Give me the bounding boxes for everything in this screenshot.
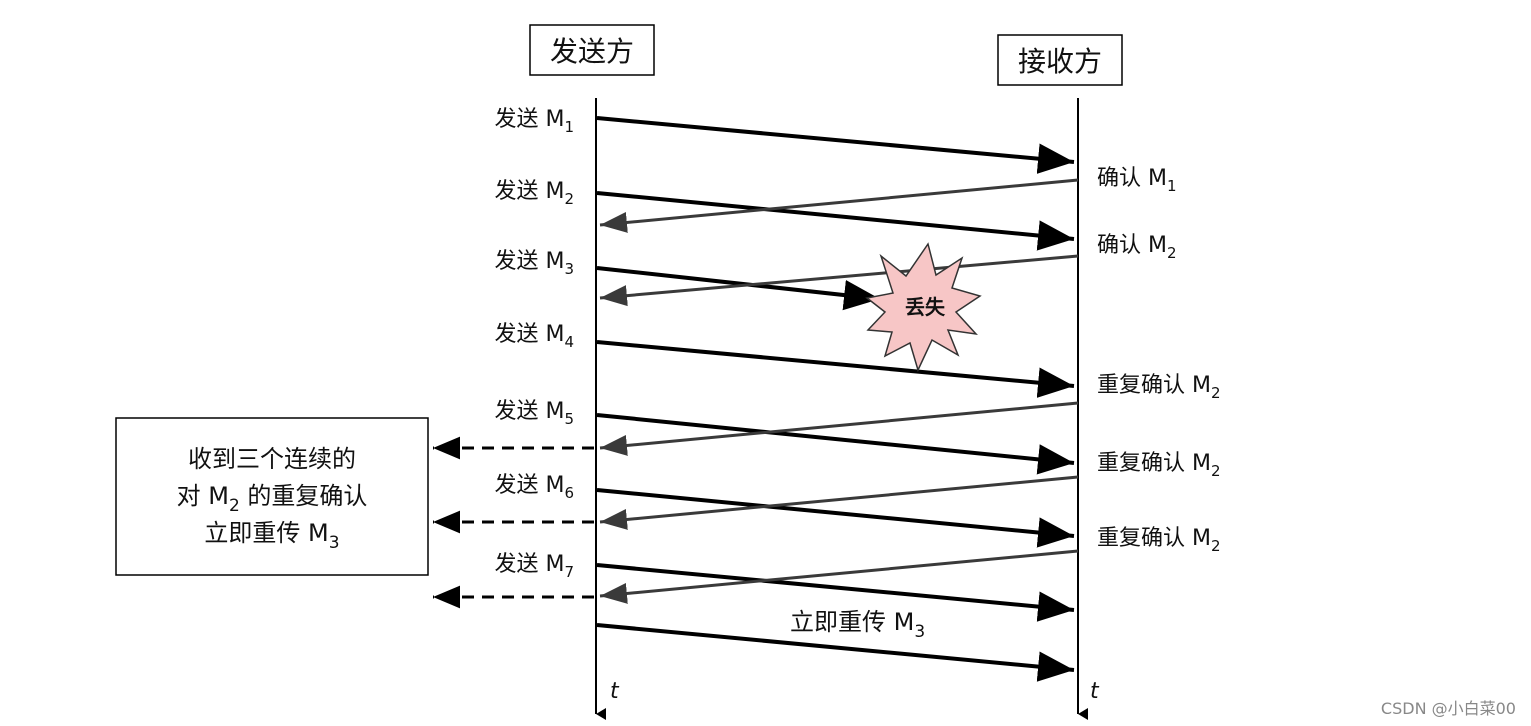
loss-burst-shape [865,242,982,373]
dup-ack-arrow-1 [599,401,1079,456]
sender-time-label: t [610,679,620,704]
send-label-m1: 发送 M1 [494,107,574,136]
receiver-title: 接收方 [1018,45,1102,78]
watermark: CSDN @小白菜00 [1381,699,1516,718]
note-line-1: 收到三个连续的 [188,445,356,473]
dashed-arrows [433,436,594,609]
send-label-m7: 发送 M7 [494,552,574,581]
data-arrow-m7 [596,563,1075,622]
loss-label: 丢失 [905,295,946,319]
send-label-m5: 发送 M5 [494,399,574,428]
ack-label-m2: 确认 M2 [1097,233,1177,262]
send-label-m4: 发送 M4 [494,322,574,351]
send-label-m6: 发送 M6 [494,473,574,502]
dup-ack-label-2: 重复确认 M2 [1097,451,1221,480]
data-arrows [596,116,1075,682]
send-label-m3: 发送 M3 [494,249,574,278]
data-arrow-m6 [596,488,1075,548]
dup-ack-label-3: 重复确认 M2 [1097,526,1221,555]
receiver-time-label: t [1090,679,1100,704]
send-label-m2: 发送 M2 [494,179,574,208]
receiver-header: 接收方 [997,34,1123,86]
sender-title: 发送方 [550,35,634,68]
data-arrow-m3-lost [596,266,881,311]
retransmit-arrow-m3 [596,623,1075,682]
data-arrow-m5 [596,413,1075,475]
data-arrow-m2 [596,191,1075,251]
data-arrow-m4 [596,340,1075,398]
ack-arrow-m1 [599,178,1079,233]
note-line-2: 对 M2 的重复确认 [177,482,368,516]
data-arrow-m1 [596,116,1075,174]
ack-label-m1: 确认 M1 [1097,166,1177,195]
loss-burst: 丢失 [865,242,982,373]
ack-labels: 确认 M1 确认 M2 重复确认 M2 重复确认 M2 重复确认 M2 [1097,166,1221,555]
ack-arrows [599,178,1079,604]
dup-ack-arrow-2 [599,475,1079,530]
dup-ack-arrow-3 [599,549,1079,604]
note-line-3: 立即重传 M3 [204,519,339,553]
ack-arrow-m2 [599,254,1079,307]
send-labels: 发送 M1 发送 M2 发送 M3 发送 M4 发送 M5 发送 M6 发送 M… [494,107,574,581]
retransmit-label: 立即重传 M3 [790,608,925,642]
fast-retransmit-note: 收到三个连续的 对 M2 的重复确认 立即重传 M3 [115,417,429,576]
dup-ack-label-1: 重复确认 M2 [1097,373,1221,402]
sender-header: 发送方 [529,24,655,76]
